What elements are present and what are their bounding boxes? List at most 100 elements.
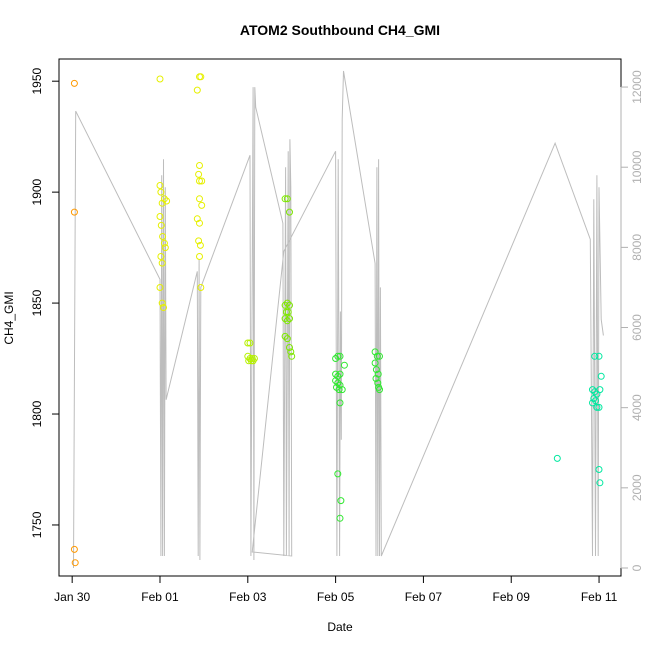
data-point [283,195,291,203]
data-point [374,370,382,378]
data-point [336,399,344,407]
x-tick-label: Jan 30 [54,590,90,604]
altitude-line-layer [73,70,604,569]
data-point [196,162,203,169]
data-point [334,372,342,380]
y-tick-label: 1950 [30,68,44,95]
data-point [288,352,296,360]
data-point [595,403,603,411]
y2-tick-label: 12000 [630,70,644,104]
data-point [597,372,605,380]
data-point [195,170,203,178]
data-point [589,386,596,394]
x-tick-label: Feb 03 [229,590,267,604]
data-point [340,361,348,369]
data-point [249,357,257,365]
data-point [158,259,166,267]
data-point [160,195,168,203]
data-point [376,352,383,360]
data-point [589,399,596,407]
data-point [160,304,167,311]
x-tick-label: Feb 09 [493,590,531,604]
data-point [334,379,342,387]
data-point [197,284,205,291]
data-point [196,253,203,260]
data-point [332,377,340,385]
data-point [195,237,203,245]
data-point [198,177,206,185]
y2-tick-label: 6000 [630,314,644,341]
data-point [158,299,166,307]
data-point [374,379,382,387]
data-point [156,75,164,83]
data-point [372,375,380,382]
data-point [281,332,289,340]
data-point [156,182,164,189]
data-point [332,370,340,378]
y-axis-label: CH4_GMI [2,291,16,344]
data-point [281,301,289,309]
data-point [371,359,379,367]
data-point [283,335,291,343]
x-axis: Jan 30 Feb 01 Feb 03 Feb 05 Feb 07 Feb 09 Feb … [54,575,618,604]
data-point [198,201,206,209]
data-point [286,315,293,323]
data-point [372,366,380,374]
data-point [244,339,252,347]
data-point [157,221,165,229]
data-point [553,454,561,462]
y2-tick-label: 8000 [630,234,644,261]
chart-title: ATOM2 Southbound CH4_GMI [240,22,440,38]
data-point [338,386,346,394]
data-point [193,86,201,94]
data-point [334,470,342,478]
data-point [196,219,203,227]
data-point [284,308,292,316]
data-point [593,403,601,411]
data-point [283,299,291,307]
y-tick-label: 1900 [30,178,44,205]
x-tick-label: Feb 11 [581,590,618,604]
secondary-y-axis: 0 2000 4000 6000 8000 10000 12000 [620,70,644,571]
data-point [70,79,78,87]
data-point [596,479,604,487]
data-point [286,208,293,216]
data-point [337,497,345,505]
data-point [336,381,344,389]
data-point [336,370,344,378]
data-point [196,241,204,249]
y2-tick-label: 2000 [630,474,644,501]
data-point [70,208,78,216]
y-axis: 1750 1800 1850 1900 1950 [30,68,60,538]
data-point [591,352,599,360]
data-point [287,348,295,356]
data-point [590,395,598,402]
data-point [156,213,164,220]
data-point [157,253,165,260]
data-point [286,301,293,309]
data-point [334,352,342,360]
x-tick-label: Feb 01 [141,590,179,604]
data-point [281,195,289,203]
x-tick-label: Feb 05 [317,590,355,604]
data-point [161,244,169,252]
data-point [196,195,203,203]
altitude-line [73,70,604,569]
data-point [158,199,166,207]
data-point [160,239,168,247]
y2-tick-label: 10000 [630,150,644,184]
data-point [156,284,164,291]
y-tick-label: 1750 [30,511,44,538]
data-point [159,233,167,240]
x-axis-label: Date [327,620,353,634]
data-point [332,355,340,362]
data-point [596,386,604,394]
data-point [373,352,381,360]
y-tick-label: 1800 [30,400,44,427]
data-point [244,352,252,360]
data-points-layer [70,73,605,567]
data-point [157,188,165,196]
data-point [336,514,344,522]
data-point [336,352,344,360]
